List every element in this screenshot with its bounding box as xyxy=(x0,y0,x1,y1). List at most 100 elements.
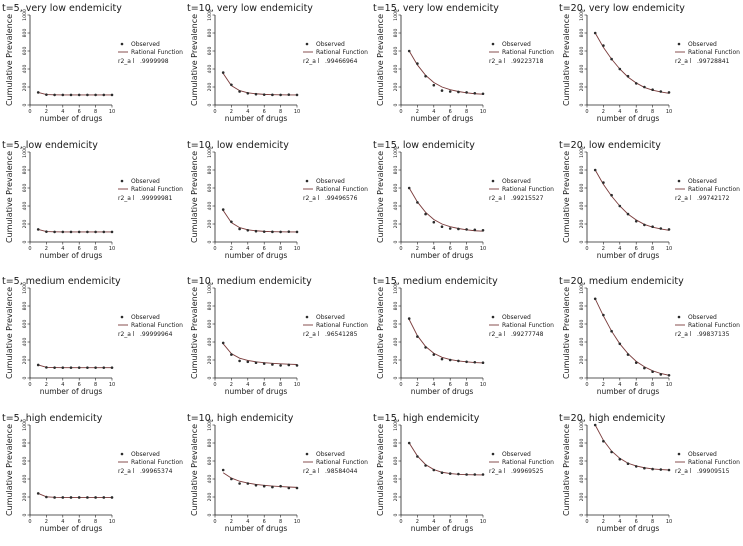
panel-title: t=15, very low endemicity xyxy=(373,3,499,14)
legend-marker-observed xyxy=(305,179,309,183)
y-tick-label: 1000 xyxy=(207,419,213,431)
x-axis-title: number of drugs xyxy=(225,251,288,260)
panel-title: t=10, high endemicity xyxy=(187,413,294,424)
y-tick-label: 400 xyxy=(22,65,28,74)
observed-point xyxy=(407,317,411,320)
x-tick-label: 8 xyxy=(651,246,654,252)
observed-point xyxy=(643,366,646,370)
y-axis-title: Cumulative Prevalence xyxy=(562,14,571,106)
observed-point xyxy=(610,329,613,333)
y-tick-label: 400 xyxy=(393,65,399,74)
x-axis-title: number of drugs xyxy=(597,387,660,396)
y-tick-label: 1000 xyxy=(22,146,28,158)
panel-11: t=15, medium endemicity 0 200 400 600 800 1000… xyxy=(373,276,554,396)
observed-point xyxy=(287,363,291,367)
y-tick-label: 200 xyxy=(207,356,213,365)
observed-point xyxy=(77,93,81,97)
x-tick-label: 10 xyxy=(480,519,486,525)
observed-point xyxy=(457,227,460,231)
observed-point xyxy=(416,335,419,338)
y-axis-title: Cumulative Prevalence xyxy=(376,14,385,106)
legend-label-fitted: Rational Function xyxy=(688,186,740,193)
y-axis-title: Cumulative Prevalence xyxy=(376,151,385,243)
observed-point xyxy=(416,201,419,204)
y-tick-label: 0 xyxy=(22,513,28,516)
observed-point xyxy=(36,492,40,495)
r2-label: r2_a l xyxy=(303,468,320,475)
observed-point xyxy=(238,227,241,231)
observed-point xyxy=(643,223,646,227)
y-tick-label: 0 xyxy=(579,376,585,379)
observed-point xyxy=(69,366,73,369)
observed-point xyxy=(424,212,427,216)
y-axis-title: Cumulative Prevalence xyxy=(190,151,199,243)
observed-point xyxy=(238,482,241,485)
observed-point xyxy=(634,82,638,85)
observed-point xyxy=(287,230,291,233)
observed-point xyxy=(651,370,654,373)
y-tick-label: 600 xyxy=(393,320,399,329)
y-tick-label: 600 xyxy=(579,184,585,193)
observed-point xyxy=(407,441,411,445)
observed-point xyxy=(667,468,671,472)
observed-point xyxy=(69,230,73,234)
observed-point xyxy=(271,230,274,234)
r2-value: .99277748 xyxy=(511,331,544,338)
y-axis-title: Cumulative Prevalence xyxy=(5,14,14,106)
y-axis-title: Cumulative Prevalence xyxy=(190,287,199,379)
legend-label-observed: Observed xyxy=(131,41,160,48)
x-tick-label: 0 xyxy=(213,382,216,388)
legend-label-fitted: Rational Function xyxy=(502,186,554,193)
y-tick-label: 0 xyxy=(22,376,28,379)
y-tick-label: 400 xyxy=(579,475,585,484)
y-tick-label: 1000 xyxy=(579,419,585,431)
y-tick-label: 0 xyxy=(207,240,213,243)
y-tick-label: 400 xyxy=(22,202,28,211)
observed-point xyxy=(295,93,299,97)
r2-value: .9999998 xyxy=(140,58,169,65)
observed-point xyxy=(659,227,663,230)
x-tick-label: 0 xyxy=(399,382,402,388)
r2-label: r2_a l xyxy=(489,331,506,338)
r2-label: r2_a l xyxy=(675,195,692,202)
x-tick-label: 8 xyxy=(94,109,97,115)
legend-label-observed: Observed xyxy=(131,314,160,321)
r2-label: r2_a l xyxy=(118,468,135,475)
observed-point xyxy=(602,313,605,317)
observed-point xyxy=(440,225,444,228)
x-tick-label: 8 xyxy=(465,519,468,525)
observed-point xyxy=(610,57,613,61)
y-tick-label: 1000 xyxy=(393,146,399,158)
observed-point xyxy=(69,93,73,97)
legend-label-fitted: Rational Function xyxy=(316,322,368,329)
y-tick-label: 800 xyxy=(207,439,213,448)
x-axis-title: number of drugs xyxy=(411,524,474,533)
x-tick-label: 10 xyxy=(294,519,300,525)
observed-point xyxy=(667,228,671,231)
observed-point xyxy=(61,230,65,234)
panel-title: t=5, medium endemicity xyxy=(2,276,121,287)
observed-point xyxy=(432,468,436,472)
r2-value: .99965374 xyxy=(140,468,173,475)
x-tick-label: 4 xyxy=(61,519,64,525)
r2-value: .98584044 xyxy=(325,468,358,475)
observed-point xyxy=(110,496,114,499)
y-axis-title: Cumulative Prevalence xyxy=(5,287,14,379)
x-tick-label: 2 xyxy=(416,382,419,388)
y-tick-label: 0 xyxy=(207,513,213,516)
y-tick-label: 600 xyxy=(207,320,213,329)
observed-point xyxy=(667,374,671,377)
legend-label-fitted: Rational Function xyxy=(688,459,740,466)
legend-marker-observed xyxy=(677,179,681,183)
observed-point xyxy=(53,496,56,499)
observed-point xyxy=(634,361,638,364)
legend-marker-observed xyxy=(677,42,681,46)
y-tick-label: 400 xyxy=(207,202,213,211)
x-tick-label: 6 xyxy=(263,382,266,388)
observed-point xyxy=(602,181,605,184)
observed-point xyxy=(86,93,89,97)
y-tick-label: 800 xyxy=(22,29,28,38)
y-axis-title: Cumulative Prevalence xyxy=(190,14,199,106)
